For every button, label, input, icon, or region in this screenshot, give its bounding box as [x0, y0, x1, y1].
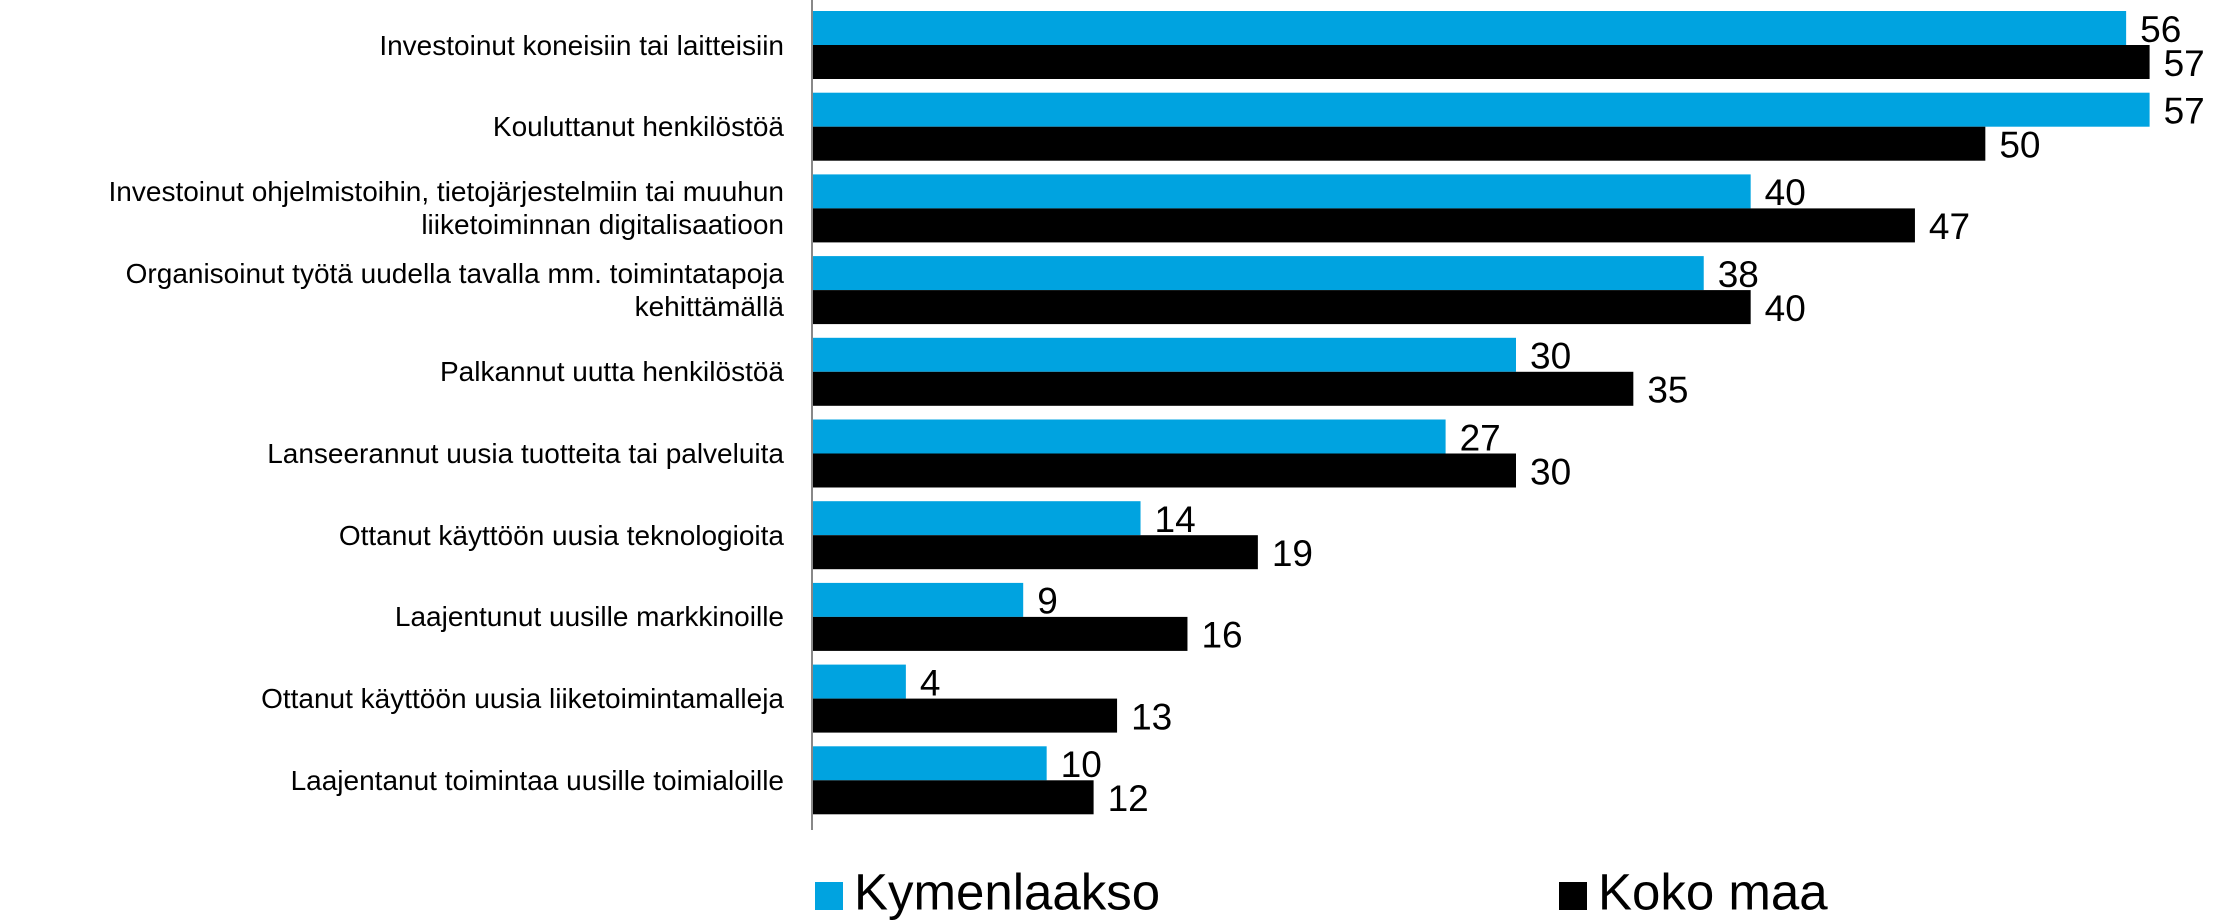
value-label: 30	[1530, 336, 1571, 377]
bar	[812, 174, 1751, 209]
value-label: 40	[1765, 288, 1806, 329]
bar	[812, 92, 2150, 127]
bar	[812, 698, 1118, 733]
value-label: 4	[920, 662, 941, 703]
bar	[812, 616, 1188, 651]
value-label: 57	[2164, 43, 2205, 84]
bar	[812, 11, 2127, 45]
category-label: Investoinut koneisiin tai laitteisiin	[379, 29, 784, 61]
value-label: 56	[2140, 9, 2181, 50]
value-label: 30	[1530, 451, 1571, 492]
bar	[812, 256, 1704, 291]
value-label: 12	[1108, 778, 1149, 819]
legend-swatch	[815, 882, 843, 910]
legend-label: Kymenlaakso	[854, 863, 1160, 920]
value-label: 57	[2164, 90, 2205, 131]
value-label: 27	[1460, 417, 1501, 458]
category-label: Ottanut käyttöön uusia liiketoimintamall…	[261, 683, 784, 715]
bar	[812, 664, 906, 699]
category-label: Investoinut ohjelmistoihin, tietojärjest…	[108, 176, 784, 241]
bar	[812, 746, 1047, 781]
value-label: 10	[1061, 744, 1102, 785]
category-label: Palkannut uutta henkilöstöä	[439, 356, 784, 388]
value-label: 16	[1201, 615, 1242, 656]
value-label: 13	[1131, 696, 1172, 737]
bar	[812, 371, 1634, 406]
category-label: Ottanut käyttöön uusia teknologioita	[338, 519, 784, 551]
value-label: 9	[1037, 581, 1058, 622]
category-label: Lanseerannut uusia tuotteita tai palvelu…	[267, 438, 784, 469]
bar	[812, 45, 2150, 79]
bar	[812, 208, 1915, 243]
bar	[812, 337, 1516, 372]
category-label: Organisoinut työtä uudella tavalla mm. t…	[125, 258, 784, 323]
bar	[812, 535, 1258, 570]
category-label: Kouluttanut henkilöstöä	[492, 111, 784, 143]
legend-swatch	[1559, 882, 1587, 910]
value-label: 14	[1155, 499, 1196, 540]
bar	[812, 582, 1024, 617]
category-label: Laajentunut uusille markkinoille	[394, 601, 784, 633]
value-label: 19	[1272, 533, 1313, 574]
category-label: Laajentanut toimintaa uusille toimialoil…	[290, 764, 784, 796]
value-label: 38	[1718, 254, 1759, 295]
legend-label: Koko maa	[1598, 863, 1828, 920]
bar	[812, 780, 1094, 815]
bar	[812, 501, 1141, 536]
bar	[812, 126, 1986, 161]
bar	[812, 453, 1516, 488]
value-label: 35	[1647, 370, 1688, 411]
value-label: 47	[1929, 206, 1970, 247]
value-label: 40	[1765, 172, 1806, 213]
bar	[812, 419, 1446, 454]
bar	[812, 290, 1751, 325]
value-label: 50	[1999, 124, 2040, 165]
